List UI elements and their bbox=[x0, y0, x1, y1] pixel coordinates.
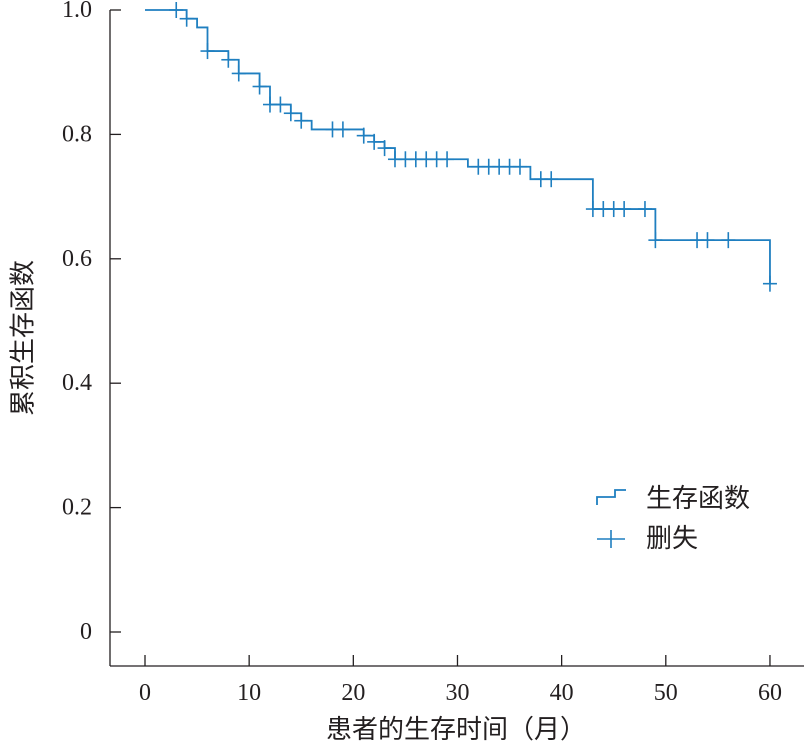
censor-mark bbox=[440, 151, 455, 168]
censor-mark bbox=[294, 112, 309, 129]
censor-mark bbox=[335, 121, 350, 138]
censor-mark bbox=[200, 43, 215, 60]
y-tick-label: 0.6 bbox=[62, 246, 92, 272]
censor-mark bbox=[179, 10, 194, 27]
x-tick-label: 0 bbox=[139, 680, 151, 706]
censor-mark bbox=[231, 65, 246, 82]
censor-mark bbox=[648, 232, 663, 249]
censor-mark bbox=[762, 275, 777, 292]
censor-mark bbox=[637, 201, 652, 218]
censor-mark bbox=[273, 96, 288, 113]
x-axis-title: 患者的生存时间（月） bbox=[326, 715, 586, 745]
x-tick-label: 40 bbox=[550, 680, 574, 706]
x-ticks: 0 10 20 30 40 50 60 bbox=[139, 655, 782, 706]
y-tick-label: 0 bbox=[80, 619, 92, 645]
legend-label-survival: 生存函数 bbox=[646, 484, 750, 514]
y-tick-label: 0.8 bbox=[62, 121, 92, 147]
x-tick-label: 20 bbox=[341, 680, 365, 706]
y-tick-label: 0.4 bbox=[62, 370, 92, 396]
y-tick-label: 0.2 bbox=[62, 495, 92, 521]
censor-mark bbox=[221, 51, 236, 68]
y-ticks: 0 0.2 0.4 0.6 0.8 1.0 bbox=[62, 0, 121, 645]
y-tick-label: 1.0 bbox=[62, 0, 92, 23]
x-tick-label: 50 bbox=[654, 680, 678, 706]
censor-mark bbox=[617, 201, 632, 218]
censor-mark bbox=[377, 140, 392, 157]
y-axis-title: 累积生存函数 bbox=[9, 260, 39, 416]
legend-label-censored: 删失 bbox=[646, 524, 698, 554]
censor-layer bbox=[169, 2, 777, 292]
plot-area bbox=[145, 2, 777, 292]
x-tick-label: 30 bbox=[445, 680, 469, 706]
legend-step-icon bbox=[596, 489, 626, 505]
censor-mark bbox=[721, 232, 736, 249]
censor-mark bbox=[700, 232, 715, 249]
x-tick-label: 60 bbox=[758, 680, 782, 706]
censor-mark bbox=[169, 2, 184, 18]
survival-step-line bbox=[145, 9, 771, 284]
censor-mark bbox=[356, 127, 371, 144]
censor-mark bbox=[252, 78, 267, 95]
censor-mark bbox=[544, 171, 559, 188]
censor-mark bbox=[283, 105, 298, 122]
censor-mark bbox=[512, 158, 527, 175]
curve-layer bbox=[145, 9, 771, 284]
x-tick-label: 10 bbox=[237, 680, 261, 706]
legend: 生存函数 删失 bbox=[596, 484, 750, 554]
censor-mark bbox=[367, 133, 382, 150]
